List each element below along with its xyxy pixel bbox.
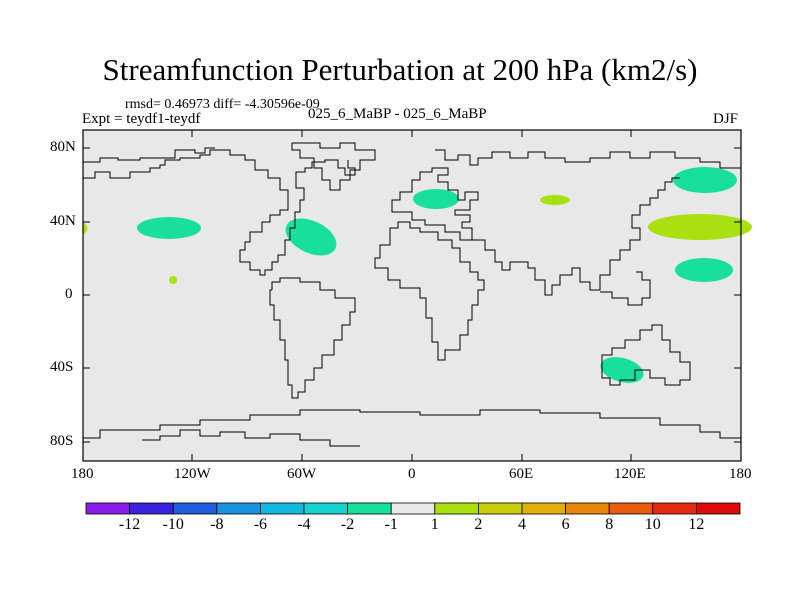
colorbar-swatch: [347, 502, 392, 515]
lat-label-0: 0: [65, 286, 73, 302]
lon-label-60w: 60W: [287, 466, 317, 482]
comparison-label: 025_6_MaBP - 025_6_MaBP: [308, 106, 487, 122]
lat-label-40n: 40N: [50, 213, 76, 229]
neg-anomaly-npac-east: [673, 167, 737, 193]
pos-anomaly-npacific: [648, 214, 752, 240]
lon-label-180e: 180: [729, 466, 752, 482]
stats-label: rmsd= 0.46973 diff= -4.30596e-09: [125, 97, 320, 112]
lon-label-0: 0: [408, 466, 416, 482]
coast-antarctic-peninsula: [142, 429, 360, 447]
colorbar-label: -2: [340, 516, 355, 533]
neg-anomaly-natlantic: [285, 218, 337, 256]
colorbar-swatch: [696, 502, 741, 515]
colorbar-label: -10: [162, 516, 184, 533]
neg-anomaly-europe: [413, 189, 459, 209]
colorbar-label: -1: [384, 516, 398, 533]
anomaly-contours: [83, 167, 752, 383]
axis-tick-marks: [83, 130, 741, 461]
coast-asia: [472, 177, 680, 296]
pos-anomaly-small: [169, 276, 177, 284]
coast-eurasia: [435, 149, 741, 169]
colorbar-label: 8: [605, 516, 614, 533]
coast-greenland: [291, 142, 376, 191]
colorbar-swatch: [521, 502, 566, 515]
coast-south-america: [269, 277, 356, 399]
colorbar-swatch: [129, 502, 174, 515]
lon-label-120w: 120W: [174, 466, 211, 482]
neg-anomaly-npacific: [137, 217, 201, 239]
colorbar-label: 12: [688, 516, 705, 533]
colorbar: [85, 502, 741, 515]
lat-label-80s: 80S: [50, 433, 74, 449]
colorbar-label: 2: [474, 516, 483, 533]
colorbar-swatch: [172, 502, 218, 515]
colorbar-label: -6: [253, 516, 268, 533]
colorbar-swatch: [477, 502, 523, 515]
lat-label-80n: 80N: [50, 139, 76, 155]
coast-africa: [374, 221, 485, 361]
colorbar-label: 1: [430, 516, 439, 533]
colorbar-swatch: [608, 502, 654, 515]
colorbar-swatch: [434, 502, 479, 515]
colorbar-swatch: [565, 502, 610, 515]
colorbar-label: -12: [118, 516, 141, 533]
lon-label-120e: 120E: [614, 466, 646, 482]
colorbar-swatch: [390, 502, 436, 515]
coast-indonesia: [600, 271, 651, 306]
colorbar-swatch: [85, 502, 130, 515]
colorbar-label: -4: [297, 516, 311, 533]
coast-australia: [601, 324, 691, 386]
season-label: DJF: [713, 111, 739, 127]
lon-label-60e: 60E: [509, 466, 534, 482]
coast-europe: [391, 167, 479, 241]
colorbar-swatch: [216, 502, 261, 515]
colorbar-swatch: [259, 502, 305, 515]
colorbar-label: -8: [210, 516, 224, 533]
pos-anomaly-edge: [83, 222, 88, 235]
coastlines: [83, 142, 741, 447]
experiment-label: Expt = teydf1-teydf: [82, 111, 201, 127]
pos-anomaly-asia: [540, 195, 570, 205]
colorbar-swatch: [652, 502, 697, 515]
colorbar-label: 6: [561, 516, 570, 533]
map-title: Streamfunction Perturbation at 200 hPa (…: [102, 52, 698, 87]
colorbar-label: 4: [518, 516, 526, 533]
coast-north-america: [83, 149, 356, 276]
colorbar-swatch: [303, 502, 348, 515]
coast-antarctica: [83, 409, 741, 439]
neg-anomaly-wpac: [675, 258, 733, 282]
lon-label-180w: 180: [71, 466, 94, 482]
neg-anomaly-australia: [600, 357, 644, 383]
lat-label-40s: 40S: [50, 359, 74, 375]
coast-arctic: [83, 147, 215, 163]
colorbar-label: 10: [644, 516, 661, 533]
